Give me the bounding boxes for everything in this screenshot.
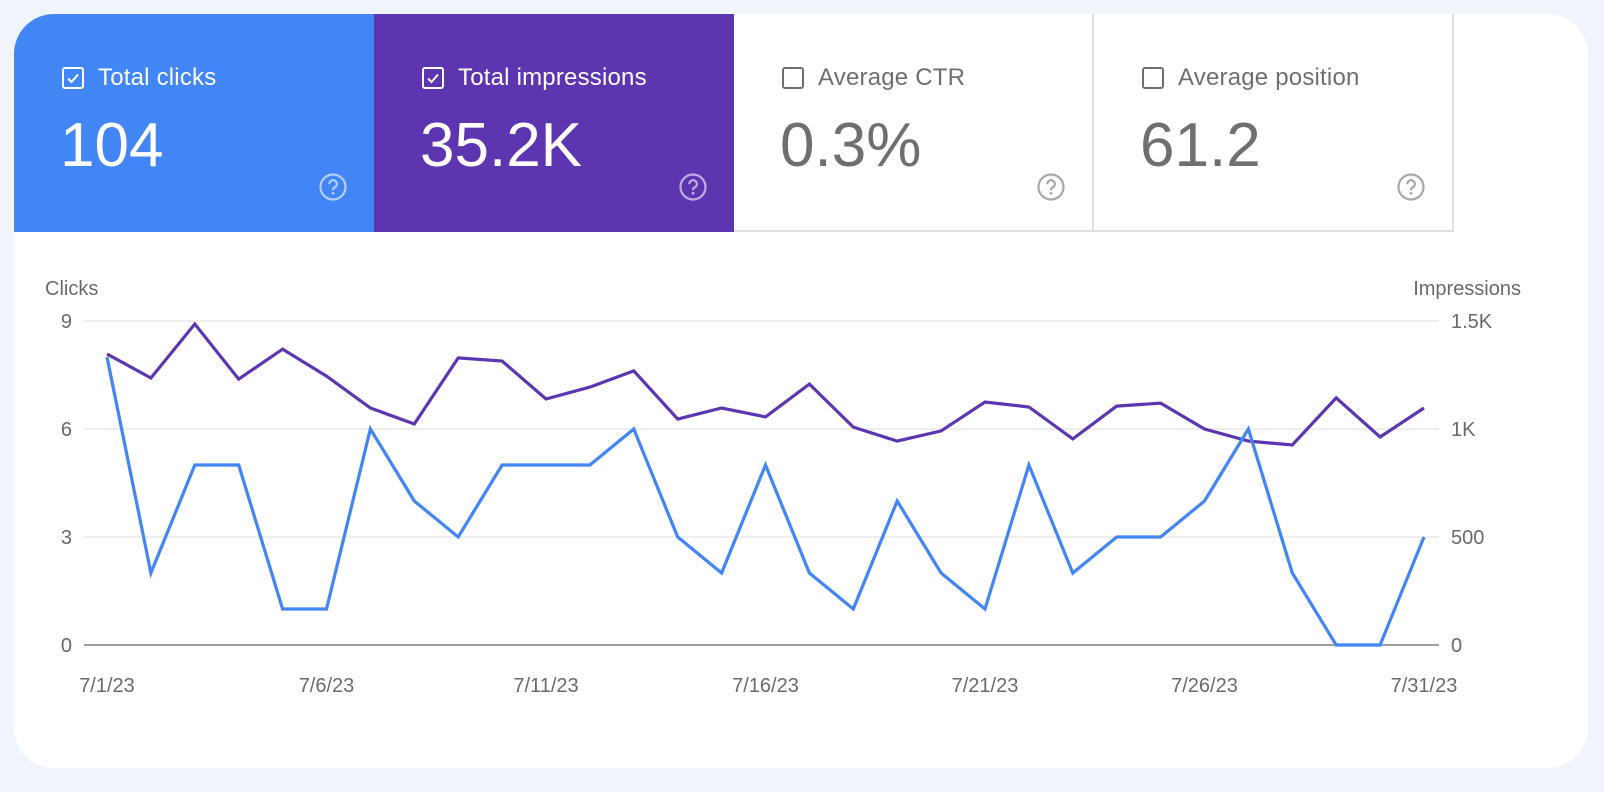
x-axis-tick-label: 7/16/23 <box>732 675 799 697</box>
left-axis-tick-label: 3 <box>61 527 72 549</box>
metric-label: Total clicks <box>98 64 217 91</box>
x-axis-tick-label: 7/6/23 <box>299 675 355 697</box>
metric-cards: Total clicks 104 Total impressions 35.2K <box>14 14 1454 232</box>
right-axis-tick-label: 500 <box>1451 527 1484 549</box>
checkbox-unchecked-icon[interactable] <box>1142 67 1164 89</box>
performance-panel: Total clicks 104 Total impressions 35.2K <box>14 14 1588 768</box>
left-axis-tick-label: 9 <box>61 311 72 333</box>
x-axis-tick-label: 7/21/23 <box>952 675 1019 697</box>
series-line-clicks <box>105 356 1426 647</box>
metric-value: 35.2K <box>420 111 583 180</box>
right-axis-tick-label: 1.5K <box>1451 311 1493 333</box>
performance-chart[interactable]: Clicks Impressions 0 3 6 9 0 500 1K 1.5K 7/1/2… <box>14 254 1588 754</box>
help-circle-icon[interactable] <box>1036 172 1066 202</box>
checkbox-checked-icon[interactable] <box>62 67 84 89</box>
left-axis-tick-label: 6 <box>61 419 72 441</box>
help-circle-icon[interactable] <box>1396 172 1426 202</box>
checkbox-checked-icon[interactable] <box>422 67 444 89</box>
right-axis-title: Impressions <box>1413 278 1521 300</box>
left-axis-title: Clicks <box>45 278 98 300</box>
checkbox-unchecked-icon[interactable] <box>782 67 804 89</box>
right-axis-tick-label: 1K <box>1451 419 1476 441</box>
metric-label: Average position <box>1178 64 1360 91</box>
x-axis-tick-label: 7/26/23 <box>1171 675 1238 697</box>
series-line-impressions <box>106 321 1425 447</box>
metric-card-total-impressions[interactable]: Total impressions 35.2K <box>374 14 734 232</box>
metric-value: 61.2 <box>1140 111 1261 180</box>
x-axis-tick-label: 7/31/23 <box>1391 675 1458 697</box>
metric-label: Total impressions <box>458 64 647 91</box>
x-axis-tick-label: 7/11/23 <box>513 675 578 697</box>
help-circle-icon[interactable] <box>678 172 708 202</box>
left-axis-tick-label: 0 <box>61 635 72 657</box>
right-axis-tick-label: 0 <box>1451 635 1462 657</box>
metric-label: Average CTR <box>818 64 966 91</box>
help-circle-icon[interactable] <box>318 172 348 202</box>
metric-card-average-ctr[interactable]: Average CTR 0.3% <box>734 14 1094 232</box>
metric-value: 104 <box>60 111 164 180</box>
line-chart[interactable]: Clicks Impressions 0 3 6 9 0 500 1K 1.5K 7/1/2… <box>14 254 1588 754</box>
metric-card-total-clicks[interactable]: Total clicks 104 <box>14 14 374 232</box>
metric-card-average-position[interactable]: Average position 61.2 <box>1094 14 1454 232</box>
x-axis-tick-label: 7/1/23 <box>79 675 135 697</box>
metric-value: 0.3% <box>780 111 922 180</box>
